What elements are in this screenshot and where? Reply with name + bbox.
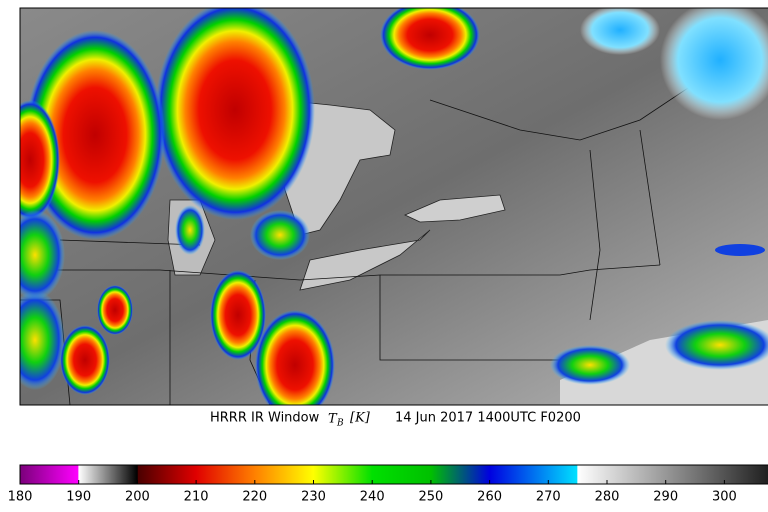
title-valid: 14 Jun 2017 1400UTC F0200 xyxy=(395,411,581,426)
colorbar-tick-label: 240 xyxy=(360,490,385,505)
map xyxy=(20,8,768,405)
colorbar-tick-label: 270 xyxy=(536,490,561,505)
title-symbol: T xyxy=(328,412,338,427)
title-product: HRRR IR Window xyxy=(210,411,320,426)
colorbar-tick-label: 280 xyxy=(595,490,620,505)
colorbar-tick-label: 220 xyxy=(242,490,267,505)
colorbar-tick-label: 290 xyxy=(653,490,678,505)
colorbar-tick-label: 190 xyxy=(66,490,91,505)
colorbar-tick-label: 250 xyxy=(418,490,443,505)
colorbar-tick-label: 300 xyxy=(712,490,737,505)
colorbar-tick-label: 210 xyxy=(184,490,209,505)
colorbar-tick-label: 180 xyxy=(8,490,33,505)
title-subscript: B xyxy=(336,419,344,429)
colorbar-tick-label: 230 xyxy=(301,490,326,505)
colorbar-tick-label: 260 xyxy=(477,490,502,505)
colorbar-tick-label: 200 xyxy=(125,490,150,505)
map-title: HRRR IR Window T B [K] 14 Jun 2017 1400U… xyxy=(210,411,581,429)
title-unit: [K] xyxy=(350,411,371,426)
colorbar xyxy=(19,464,768,485)
map-frame xyxy=(19,7,768,406)
